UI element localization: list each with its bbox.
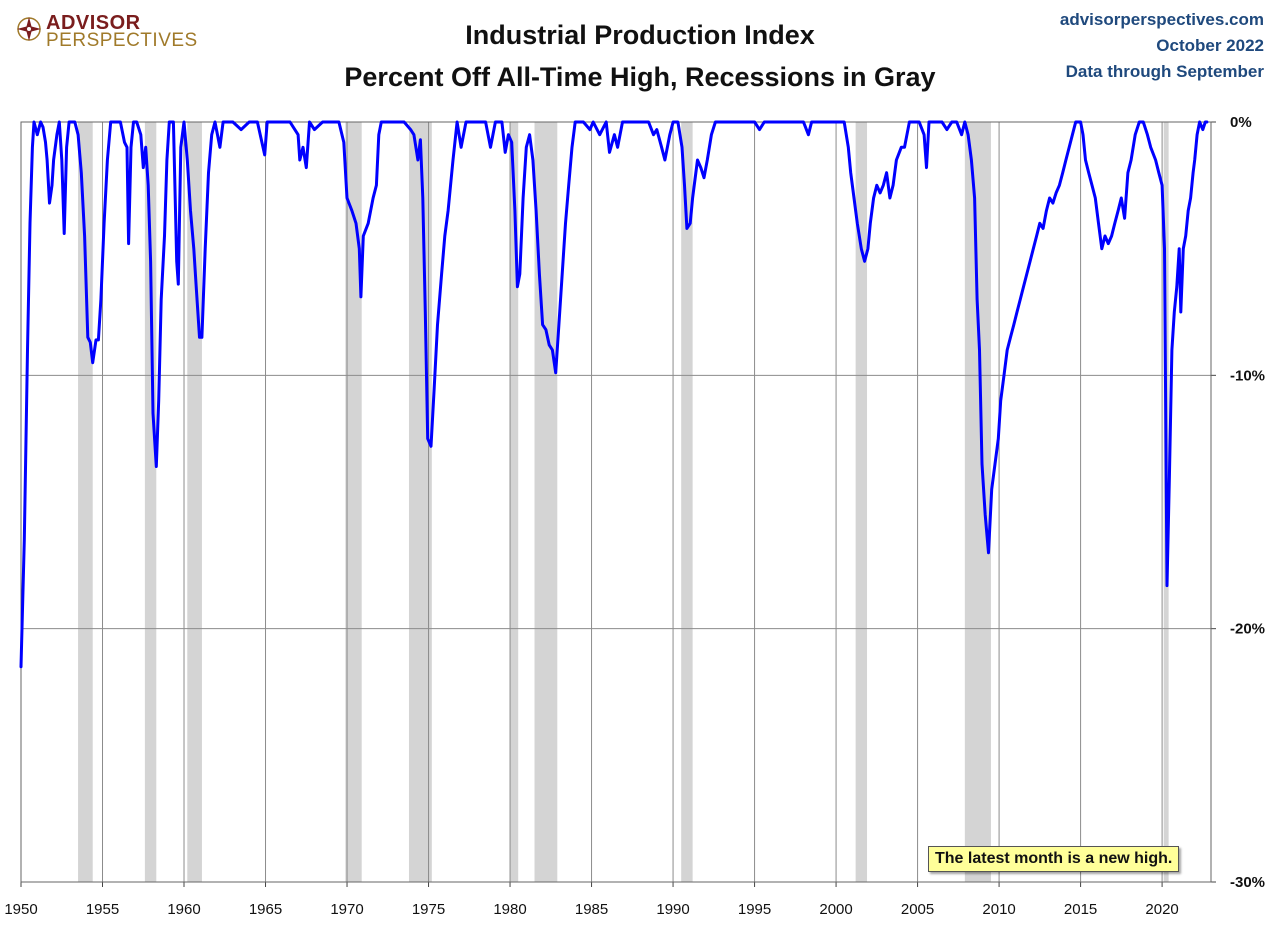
- x-tick-label: 2015: [1064, 901, 1097, 918]
- plot-border: [20, 121, 1212, 883]
- brand-name-line2: PERSPECTIVES: [46, 30, 198, 51]
- x-tick-label: 2020: [1145, 901, 1178, 918]
- brand-name-line1: ADVISOR: [46, 12, 141, 34]
- x-tick-label: 2005: [901, 901, 934, 918]
- x-tick-label: 1985: [575, 901, 608, 918]
- recession-band-7: [681, 122, 693, 882]
- x-tick-label: 1955: [86, 901, 119, 918]
- x-tick-label: 1990: [656, 901, 689, 918]
- source-data-through: Data through September: [1065, 62, 1264, 81]
- x-tick-label: 1950: [4, 901, 37, 918]
- x-tick-label: 1980: [493, 901, 526, 918]
- annotation-note: The latest month is a new high.: [928, 846, 1180, 872]
- x-tick-label: 1975: [412, 901, 445, 918]
- recession-bands: [78, 122, 1169, 882]
- chart-subtitle: Percent Off All-Time High, Recessions in…: [344, 62, 936, 92]
- axis-labels: 0% -10% -20% -30% 1950 1955 1960 1965 1970 1975 19…: [4, 114, 1265, 918]
- recession-band-2: [187, 122, 202, 882]
- recession-band-8: [855, 122, 868, 882]
- x-tick-label: 1970: [330, 901, 363, 918]
- recession-band-6: [534, 122, 558, 882]
- x-tick-label: 2010: [982, 901, 1015, 918]
- x-tick-label: 1995: [738, 901, 771, 918]
- source-date: October 2022: [1156, 36, 1264, 55]
- y-tick-label: 0%: [1230, 114, 1252, 131]
- recession-band-9: [964, 122, 991, 882]
- source-site: advisorperspectives.com: [1059, 10, 1264, 29]
- recession-band-5: [510, 122, 519, 882]
- x-tick-label: 1965: [249, 901, 282, 918]
- brand-logo: ADVISOR PERSPECTIVES: [14, 10, 204, 54]
- x-tick-label: 2000: [819, 901, 852, 918]
- recession-band-1: [144, 122, 157, 882]
- gridlines: [20, 121, 1216, 887]
- series-layer: [19, 120, 1209, 669]
- recession-band-0: [78, 122, 93, 882]
- y-tick-label: -20%: [1230, 621, 1265, 638]
- compass-star-icon: [17, 17, 41, 41]
- x-tick-label: 1960: [167, 901, 200, 918]
- series-line-0: [19, 120, 1209, 669]
- y-tick-label: -30%: [1230, 874, 1265, 891]
- recession-band-3: [345, 122, 362, 882]
- y-tick-label: -10%: [1230, 367, 1265, 384]
- chart-title: Industrial Production Index: [465, 20, 815, 50]
